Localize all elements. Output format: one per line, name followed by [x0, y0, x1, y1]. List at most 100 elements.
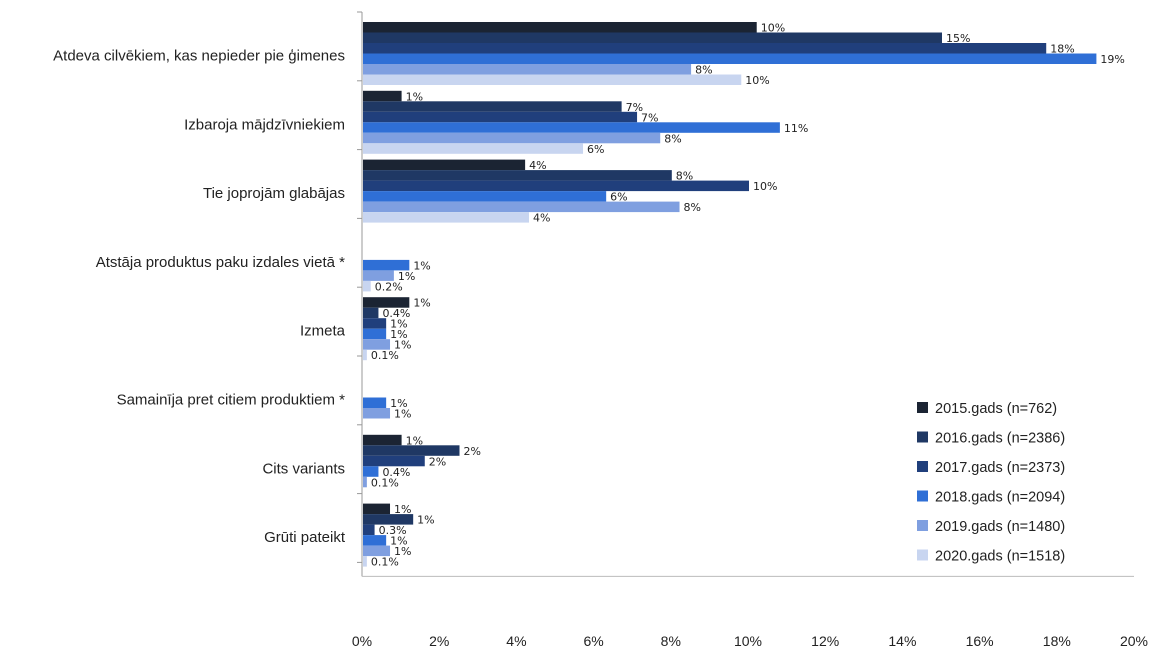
data-label: 0.1%	[371, 476, 399, 489]
x-tick-label: 18%	[1043, 633, 1071, 649]
chart-axes: Atdeva cilvēkiem, kas nepieder pie ģimen…	[53, 11, 1148, 649]
category-label: Cits variants	[262, 460, 345, 477]
bar	[363, 280, 371, 292]
data-label: 18%	[1050, 43, 1074, 56]
data-label: 8%	[676, 170, 693, 183]
legend-swatch	[917, 490, 928, 502]
x-tick-label: 14%	[888, 633, 916, 649]
bar	[363, 307, 379, 319]
bar	[363, 503, 391, 515]
category-label: Izmeta	[300, 323, 346, 340]
data-label: 0.4%	[382, 466, 410, 479]
data-label: 0.1%	[371, 349, 399, 362]
chart-legend: 2015.gads (n=762) 2016.gads (n=2386) 2017.…	[917, 401, 1065, 565]
data-label: 7%	[641, 111, 658, 124]
bar	[363, 22, 757, 33]
legend-swatch	[917, 402, 928, 413]
data-label: 1%	[406, 90, 423, 103]
category-label: Grūti pateikt	[264, 529, 346, 546]
data-label: 6%	[587, 143, 604, 156]
data-label: 1%	[394, 545, 411, 558]
data-label: 1%	[413, 259, 430, 272]
data-label: 2%	[429, 455, 446, 468]
bar	[363, 328, 387, 340]
legend-label: 2019.gads (n=1480)	[935, 519, 1065, 535]
data-label: 1%	[390, 318, 407, 331]
data-label: 6%	[610, 191, 627, 204]
bar	[363, 32, 942, 43]
data-label: 15%	[946, 32, 970, 45]
data-label: 19%	[1100, 53, 1124, 66]
chart-bars	[363, 22, 1097, 567]
data-label: 1%	[394, 503, 411, 516]
bar	[363, 455, 425, 467]
bar	[363, 132, 661, 144]
data-label: 10%	[761, 22, 785, 35]
bar	[363, 339, 391, 350]
bar	[363, 524, 375, 536]
data-label: 1%	[390, 328, 407, 341]
legend-swatch	[917, 431, 928, 443]
legend-label: 2018.gads (n=2094)	[935, 490, 1065, 506]
bar	[363, 170, 672, 181]
x-tick-label: 4%	[506, 633, 526, 649]
x-tick-label: 0%	[352, 633, 372, 649]
data-label: 1%	[394, 339, 411, 352]
bar	[363, 466, 379, 477]
data-label: 11%	[784, 122, 808, 135]
data-label: 7%	[626, 101, 643, 114]
category-label: Atdeva cilvēkiem, kas nepieder pie ģimen…	[53, 48, 345, 65]
bar	[363, 397, 387, 408]
chart-data-labels: 10%1%4%1%1%1%15%7%8%0.4%2%1%18%7%10%1%2%…	[371, 22, 1125, 569]
bar	[363, 259, 410, 271]
data-label: 2%	[464, 445, 481, 458]
data-label: 10%	[753, 180, 777, 193]
bar	[363, 349, 367, 361]
bar	[363, 445, 460, 456]
bar	[363, 43, 1047, 54]
data-label: 0.1%	[371, 556, 399, 569]
x-tick-label: 20%	[1120, 633, 1148, 649]
bar	[363, 545, 391, 557]
bar	[363, 270, 394, 281]
bar	[363, 408, 391, 419]
bar	[363, 297, 410, 308]
category-label: Izbaroja mājdzīvniekiem	[184, 116, 345, 133]
bar	[363, 556, 367, 567]
legend-label: 2015.gads (n=762)	[935, 401, 1057, 417]
data-label: 1%	[406, 434, 423, 447]
bar	[363, 180, 749, 192]
bar	[363, 122, 780, 133]
legend-label: 2016.gads (n=2386)	[935, 431, 1065, 447]
bar	[363, 53, 1097, 64]
bar	[363, 476, 367, 488]
category-label: Atstāja produktus paku izdales vietā *	[96, 254, 345, 271]
data-label: 1%	[413, 297, 430, 310]
data-label: 1%	[394, 408, 411, 421]
x-tick-label: 6%	[583, 633, 603, 649]
data-label: 4%	[529, 159, 546, 172]
data-label: 4%	[533, 212, 550, 225]
x-tick-label: 12%	[811, 633, 839, 649]
bar	[363, 159, 526, 171]
data-label: 0.2%	[375, 280, 403, 293]
data-label: 10%	[745, 74, 769, 87]
bar	[363, 201, 680, 213]
data-label: 0.4%	[382, 307, 410, 320]
data-label: 8%	[664, 132, 681, 145]
legend-swatch	[917, 520, 928, 531]
bar	[363, 318, 387, 329]
data-label: 0.3%	[379, 524, 407, 537]
bar	[363, 143, 584, 154]
x-tick-label: 10%	[734, 633, 762, 649]
bar	[363, 212, 529, 223]
category-label: Samainīja pret citiem produktiem *	[117, 392, 346, 409]
legend-label: 2020.gads (n=1518)	[935, 549, 1065, 565]
data-label: 8%	[684, 201, 701, 214]
data-label: 1%	[390, 397, 407, 410]
bar	[363, 514, 414, 525]
legend-label: 2017.gads (n=2373)	[935, 460, 1065, 476]
x-tick-label: 8%	[661, 633, 681, 649]
category-label: Tie joprojām glabājas	[203, 185, 345, 202]
data-label: 1%	[417, 514, 434, 527]
